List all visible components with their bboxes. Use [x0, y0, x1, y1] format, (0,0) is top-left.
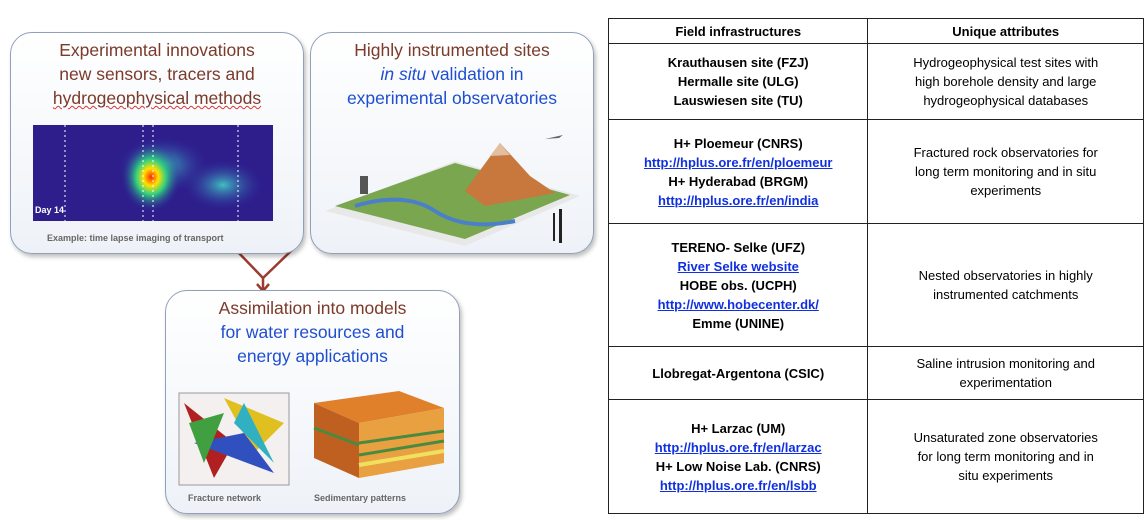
site-line: TERENO- Selke (UFZ): [613, 238, 863, 257]
table-row: Krauthausen site (FZJ) Hermalle site (ULG…: [607, 43, 1144, 120]
header-row: Field infrastructures Unique attributes: [607, 18, 1144, 44]
site-link[interactable]: http://hplus.ore.fr/en/larzac: [654, 439, 822, 455]
sites-cell: Krauthausen site (FZJ) Hermalle site (ULG…: [607, 43, 869, 120]
attribute-line: long term monitoring and in situ: [915, 164, 1097, 179]
site-name: Emme (UNINE): [692, 315, 785, 331]
box-line: Highly instrumented sites: [354, 40, 550, 60]
box-line: energy applications: [237, 346, 388, 366]
site-line: H+ Larzac (UM): [613, 419, 863, 438]
box-line: experimental observatories: [346, 88, 558, 108]
attributes-cell: Fractured rock observatories for long ter…: [867, 119, 1144, 224]
site-line: HOBE obs. (UCPH): [613, 276, 863, 295]
model-images: [178, 391, 445, 486]
attribute-line: experiments: [970, 183, 1042, 198]
site-line: River Selke website: [613, 257, 863, 276]
site-line: http://hplus.ore.fr/en/larzac: [613, 438, 863, 457]
infrastructure-table: Field infrastructures Unique attributes …: [607, 18, 1144, 514]
sites-cell: H+ Ploemeur (CNRS) http://hplus.ore.fr/en…: [607, 119, 869, 224]
connector: [235, 249, 293, 280]
attributes-cell: Nested observatories in highly instrument…: [867, 223, 1144, 347]
box-line: validation in: [431, 64, 524, 84]
table-row: TERENO- Selke (UFZ) River Selke website HO…: [607, 223, 1144, 347]
site-link[interactable]: http://hplus.ore.fr/en/india: [658, 192, 819, 208]
site-name: H+ Ploemeur (CNRS): [673, 135, 803, 151]
image-caption: Sedimentary patterns: [314, 493, 407, 503]
box-line: new sensors, tracers and: [59, 64, 255, 84]
attribute-line: Unsaturated zone observatories: [913, 430, 1098, 445]
site-line: http://hplus.ore.fr/en/lsbb: [613, 476, 863, 495]
attribute-line: hydrogeophysical databases: [923, 93, 1089, 108]
site-name: Krauthausen site (FZJ): [667, 55, 809, 70]
table-row: Llobregat-Argentona (CSIC) Saline intrusi…: [607, 346, 1144, 400]
site-name: TERENO- Selke (UFZ): [671, 239, 806, 255]
site-line: Lauswiesen site (TU): [613, 91, 863, 110]
attribute-line: Hydrogeophysical test sites with: [913, 55, 1099, 70]
site-line: Emme (UNINE): [613, 314, 863, 333]
site-name: Llobregat-Argentona (CSIC): [652, 365, 825, 381]
image-label: Day 14: [35, 205, 65, 215]
site-link[interactable]: River Selke website: [677, 258, 799, 274]
terrain-image: [325, 135, 580, 246]
table-body: Krauthausen site (FZJ) Hermalle site (ULG…: [607, 43, 1144, 514]
site-line: H+ Ploemeur (CNRS): [613, 134, 863, 153]
box-line: Assimilation into models: [218, 298, 407, 318]
site-line: http://hplus.ore.fr/en/ploemeur: [613, 153, 863, 172]
site-line: H+ Low Noise Lab. (CNRS): [613, 457, 863, 476]
attribute-line: instrumented catchments: [933, 287, 1079, 302]
attribute-line: Saline intrusion monitoring and: [916, 356, 1095, 371]
site-name: H+ Hyderabad (BRGM): [668, 173, 809, 189]
attributes-cell: Hydrogeophysical test sites with high bor…: [867, 43, 1144, 120]
attributes-cell: Unsaturated zone observatories for long t…: [867, 399, 1144, 514]
heatmap-image: [33, 125, 273, 221]
box-sites: Highly instrumented sites in situ valida…: [310, 32, 594, 254]
header-cell: Unique attributes: [867, 18, 1144, 44]
site-line: Hermalle site (ULG): [613, 72, 863, 91]
sites-cell: H+ Larzac (UM) http://hplus.ore.fr/en/lar…: [607, 399, 869, 514]
table-row: H+ Ploemeur (CNRS) http://hplus.ore.fr/en…: [607, 119, 1144, 224]
box-line: for water resources and: [220, 322, 405, 342]
attribute-line: for long term monitoring and in: [917, 449, 1094, 464]
attribute-line: situ experiments: [958, 468, 1054, 483]
table-row: H+ Larzac (UM) http://hplus.ore.fr/en/lar…: [607, 399, 1144, 514]
site-name: H+ Low Noise Lab. (CNRS): [655, 458, 821, 474]
sites-cell: TERENO- Selke (UFZ) River Selke website HO…: [607, 223, 869, 347]
box-innovations: Experimental innovations new sensors, tr…: [10, 32, 304, 254]
header-cell: Field infrastructures: [607, 18, 869, 44]
site-line: H+ Hyderabad (BRGM): [613, 172, 863, 191]
site-name: H+ Larzac (UM): [691, 420, 786, 436]
site-name: Lauswiesen site (TU): [673, 93, 803, 108]
box-line: hydrogeophysical methods: [11, 86, 303, 110]
attribute-line: experimentation: [959, 375, 1052, 390]
site-link[interactable]: http://www.hobecenter.dk/: [657, 296, 819, 312]
attribute-line: high borehole density and large: [915, 74, 1097, 89]
site-name: Hermalle site (ULG): [677, 74, 799, 89]
site-line: Llobregat-Argentona (CSIC): [613, 364, 863, 383]
box-assimilation: Assimilation into models for water resou…: [165, 290, 460, 514]
attribute-line: Fractured rock observatories for: [913, 145, 1098, 160]
image-caption: Example: time lapse imaging of transport: [47, 233, 224, 243]
box-line: hydrogeophysical methods: [52, 88, 262, 108]
image-caption: Fracture network: [188, 493, 262, 503]
attribute-line: Nested observatories in highly: [918, 268, 1093, 283]
box-line: Experimental innovations: [59, 40, 255, 60]
attributes-cell: Saline intrusion monitoring and experimen…: [867, 346, 1144, 400]
site-line: http://hplus.ore.fr/en/india: [613, 191, 863, 210]
sites-cell: Llobregat-Argentona (CSIC): [607, 346, 869, 400]
site-line: http://www.hobecenter.dk/: [613, 295, 863, 314]
site-link[interactable]: http://hplus.ore.fr/en/ploemeur: [643, 154, 833, 170]
box-line-italic: in situ: [380, 64, 427, 84]
site-line: Krauthausen site (FZJ): [613, 53, 863, 72]
site-name: HOBE obs. (UCPH): [679, 277, 797, 293]
site-link[interactable]: http://hplus.ore.fr/en/lsbb: [659, 477, 817, 493]
box-line: in situ validation in: [311, 62, 593, 86]
